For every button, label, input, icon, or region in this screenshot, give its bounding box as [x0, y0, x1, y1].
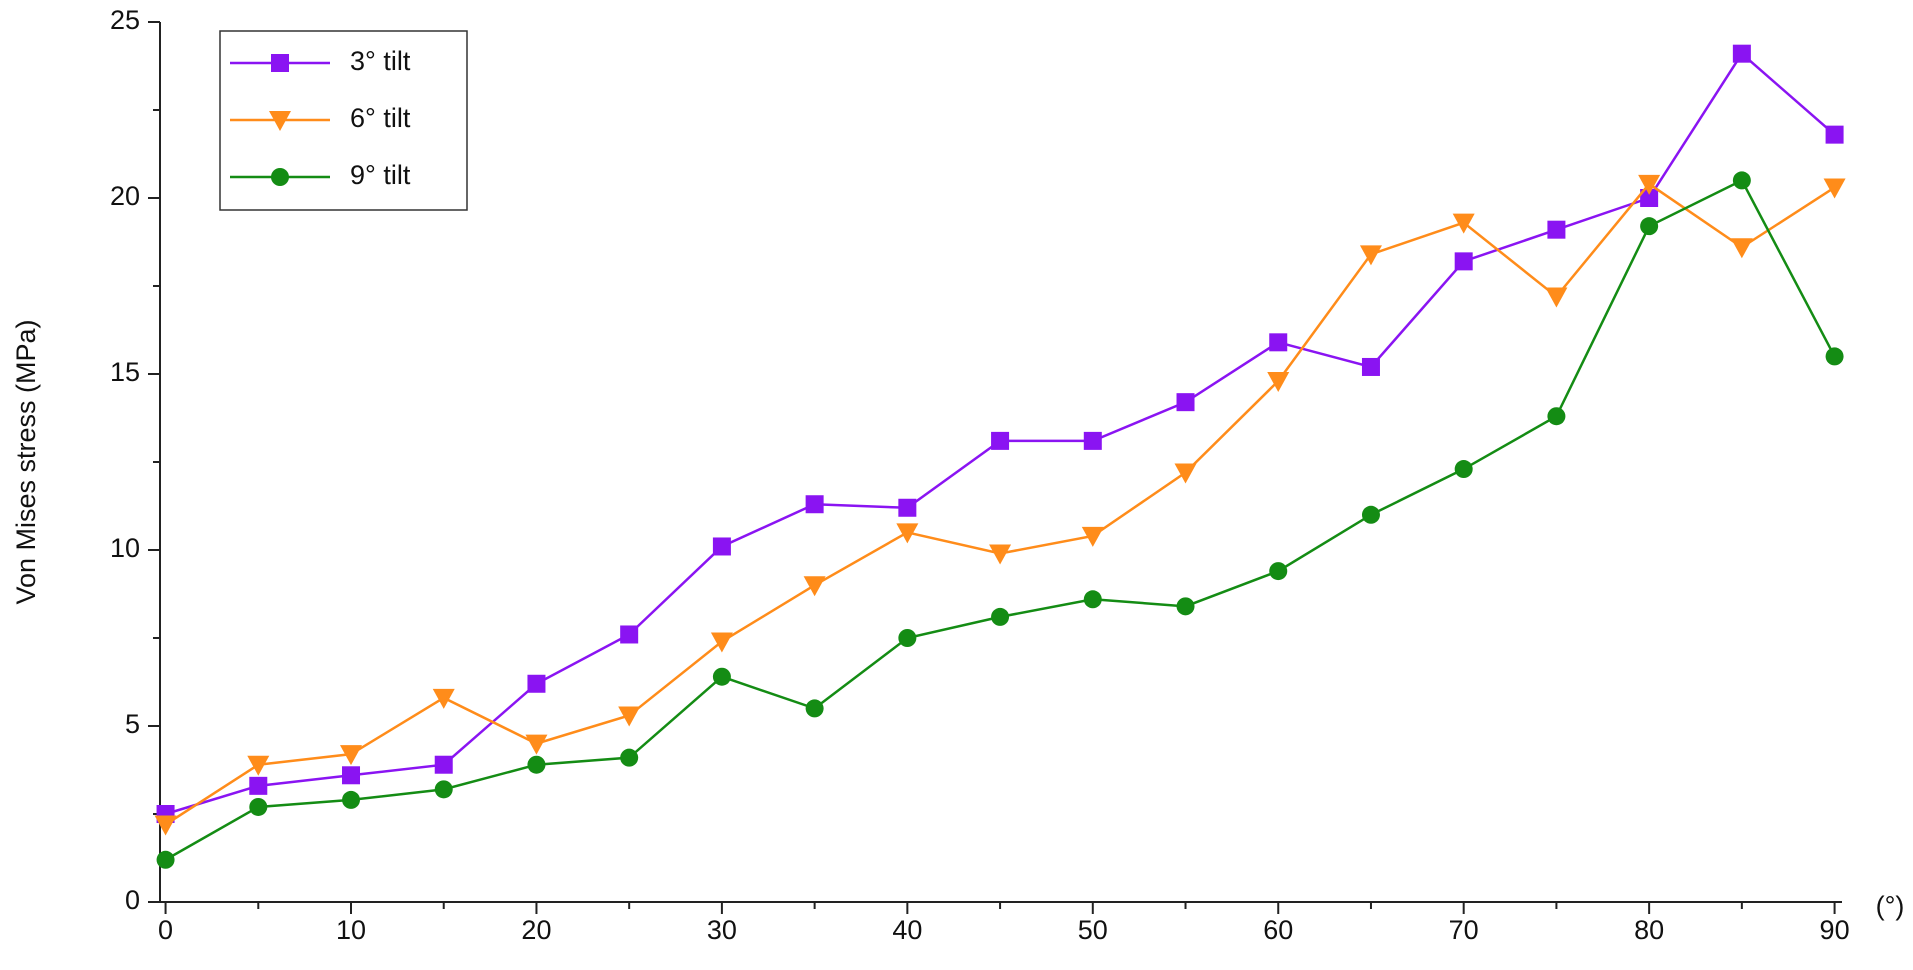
marker	[620, 625, 639, 644]
marker	[1176, 597, 1195, 616]
legend-label: 3° tilt	[350, 46, 411, 76]
y-tick-label: 5	[125, 709, 140, 739]
marker	[898, 498, 917, 517]
marker	[1454, 460, 1473, 479]
marker	[803, 576, 826, 597]
legend-marker	[271, 168, 289, 186]
marker	[991, 431, 1010, 450]
marker	[1359, 245, 1382, 266]
x-axis-label: (°)	[1876, 891, 1905, 921]
x-tick-label: 0	[158, 915, 173, 945]
marker	[434, 755, 453, 774]
marker	[1176, 393, 1195, 412]
marker	[432, 688, 455, 709]
marker	[1547, 220, 1566, 239]
marker	[342, 790, 361, 809]
series-line	[164, 178, 1836, 861]
marker	[525, 734, 548, 755]
marker	[898, 629, 917, 647]
legend-marker	[269, 111, 291, 131]
marker	[1361, 357, 1380, 376]
marker	[618, 706, 641, 727]
marker	[710, 632, 733, 653]
marker	[1452, 213, 1475, 234]
marker	[1083, 590, 1102, 609]
marker	[1823, 178, 1846, 199]
marker	[1640, 189, 1659, 207]
marker	[712, 537, 731, 556]
x-tick-label: 20	[521, 915, 551, 945]
marker	[805, 495, 824, 514]
marker	[1545, 287, 1568, 308]
marker	[1730, 238, 1753, 259]
marker	[154, 815, 177, 836]
y-tick-label: 25	[110, 5, 140, 35]
marker	[1174, 463, 1197, 484]
x-tick-label: 50	[1078, 915, 1108, 945]
marker	[1269, 333, 1288, 352]
series-line	[164, 182, 1836, 826]
y-tick-label: 0	[125, 885, 140, 915]
marker	[527, 674, 546, 693]
y-axis-label: Von Mises stress (MPa)	[11, 319, 41, 604]
marker	[340, 745, 363, 766]
marker	[1361, 505, 1380, 524]
y-tick-label: 15	[110, 357, 140, 387]
marker	[620, 748, 639, 767]
marker	[434, 780, 453, 799]
marker	[1825, 125, 1844, 144]
marker	[1547, 407, 1566, 426]
marker	[1640, 217, 1659, 236]
marker	[247, 755, 270, 776]
y-tick-label: 10	[110, 533, 140, 563]
marker	[805, 699, 824, 718]
marker	[896, 523, 919, 544]
x-tick-label: 90	[1820, 915, 1850, 945]
marker	[1825, 347, 1844, 366]
marker	[1732, 171, 1751, 190]
x-tick-label: 80	[1634, 915, 1664, 945]
marker	[342, 766, 361, 785]
x-tick-label: 10	[336, 915, 366, 945]
marker	[1732, 44, 1751, 63]
marker	[249, 776, 268, 795]
legend-label: 6° tilt	[350, 103, 411, 133]
marker	[1081, 526, 1104, 547]
marker	[1454, 252, 1473, 271]
marker	[527, 755, 546, 774]
legend-marker	[271, 54, 289, 72]
legend-label: 9° tilt	[350, 160, 411, 190]
x-tick-label: 30	[707, 915, 737, 945]
marker	[989, 544, 1012, 565]
marker	[991, 607, 1010, 626]
x-tick-label: 70	[1449, 915, 1479, 945]
y-tick-label: 20	[110, 181, 140, 211]
marker	[1269, 562, 1288, 581]
marker	[1638, 174, 1661, 195]
x-tick-label: 60	[1263, 915, 1293, 945]
marker	[1267, 372, 1290, 393]
marker	[712, 667, 731, 686]
x-tick-label: 40	[892, 915, 922, 945]
marker	[249, 797, 268, 816]
marker	[1083, 431, 1102, 450]
marker	[156, 850, 175, 869]
